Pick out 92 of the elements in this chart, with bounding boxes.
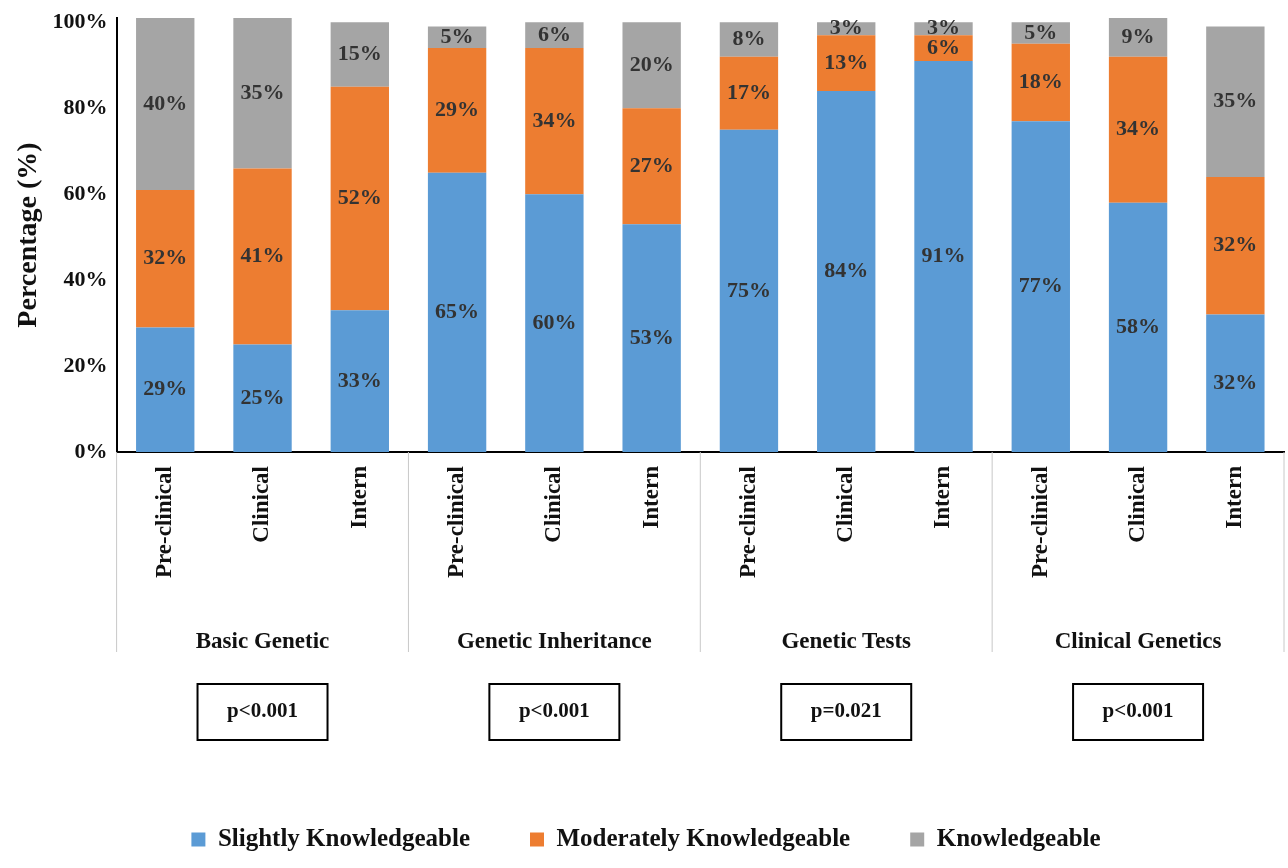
bar — [1206, 314, 1265, 453]
data-label: 29% — [143, 375, 188, 401]
x-tick-label: Clinical — [1124, 466, 1150, 543]
data-label: 53% — [629, 323, 674, 349]
x-tick-label: Pre-clinical — [443, 466, 469, 579]
x-tick-label: Pre-clinical — [734, 466, 760, 579]
bar — [719, 56, 779, 130]
bar — [233, 168, 292, 345]
x-tick-label: Intern — [345, 465, 371, 529]
bar — [136, 189, 195, 328]
bar — [1108, 202, 1168, 453]
legend-label: Moderately Knowledgeable — [556, 823, 851, 851]
text: Basic Genetic — [195, 627, 330, 653]
data-label: 3% — [829, 14, 863, 40]
data-label: 8% — [732, 25, 766, 51]
data-label: 18% — [1018, 68, 1063, 94]
text: p<0.001 — [1102, 698, 1174, 723]
bar — [622, 22, 681, 109]
bar — [1011, 43, 1070, 122]
data-label: 29% — [435, 96, 480, 122]
bar — [719, 129, 779, 453]
data-label: 91% — [921, 242, 966, 268]
y-tick-label: 100% — [52, 7, 108, 33]
data-label: 40% — [143, 89, 188, 115]
text: Genetic Inheritance — [456, 627, 652, 653]
data-label: 60% — [532, 308, 577, 334]
bar — [1206, 177, 1265, 315]
x-tick-label: Clinical — [248, 466, 274, 543]
bar — [1011, 121, 1070, 453]
data-label: 9% — [1121, 23, 1155, 49]
data-label: 5% — [1024, 18, 1058, 44]
data-label: 35% — [1213, 87, 1258, 113]
bar — [427, 48, 487, 173]
data-label: 6% — [537, 20, 571, 46]
data-label: 5% — [440, 23, 474, 49]
data-label: 13% — [824, 48, 869, 74]
data-label: 65% — [435, 298, 480, 324]
text: p=0.021 — [810, 698, 882, 723]
y-tick-label: 40% — [63, 265, 108, 291]
y-axis-title: Percentage (%) — [11, 142, 43, 328]
bar — [1206, 26, 1265, 177]
text: p<0.001 — [227, 698, 298, 723]
bar — [914, 60, 973, 453]
data-label: 75% — [726, 276, 771, 302]
data-label: 41% — [240, 242, 285, 268]
bar — [330, 310, 389, 453]
bar — [330, 22, 389, 87]
x-tick-label: Clinical — [540, 466, 566, 543]
x-tick-label: Pre-clinical — [1026, 466, 1052, 579]
data-label: 77% — [1018, 272, 1063, 298]
bar — [233, 18, 292, 169]
bar — [525, 194, 584, 453]
bar — [136, 327, 195, 453]
bar — [233, 344, 292, 453]
y-tick-label: 0% — [74, 437, 108, 463]
bar — [136, 18, 195, 190]
legend-label: Slightly Knowledgeable — [217, 823, 471, 851]
bar — [427, 172, 487, 453]
x-tick-label: Intern — [929, 465, 955, 529]
data-label: 84% — [824, 257, 869, 283]
text: p<0.001 — [518, 698, 590, 723]
bar — [1108, 56, 1168, 203]
legend-label: Knowledgeable — [936, 823, 1101, 851]
bar — [622, 108, 681, 225]
text: Clinical Genetics — [1054, 627, 1222, 653]
data-label: 25% — [240, 383, 285, 409]
bar — [622, 224, 681, 453]
data-label: 27% — [629, 151, 674, 177]
data-label: 34% — [532, 106, 577, 132]
data-label: 35% — [240, 78, 285, 104]
bar — [817, 35, 876, 92]
y-tick-label: 60% — [63, 179, 108, 205]
x-tick-label: Pre-clinical — [151, 466, 177, 579]
data-label: 58% — [1116, 313, 1161, 339]
text: Genetic Tests — [781, 627, 912, 653]
x-tick-label: Intern — [637, 465, 663, 529]
data-label: 17% — [726, 78, 771, 104]
data-label: 32% — [1213, 231, 1258, 257]
x-tick-label: Clinical — [832, 466, 858, 543]
y-tick-label: 80% — [63, 93, 108, 119]
data-label: 20% — [629, 50, 674, 76]
data-label: 33% — [337, 366, 382, 392]
bar — [330, 86, 389, 311]
data-label: 32% — [1213, 368, 1258, 394]
data-label: 52% — [337, 184, 382, 210]
data-label: 34% — [1116, 115, 1161, 141]
bar — [817, 91, 876, 453]
x-tick-label: Intern — [1221, 465, 1247, 529]
data-label: 15% — [337, 40, 382, 66]
y-tick-label: 20% — [63, 351, 108, 377]
data-label: 32% — [143, 244, 188, 270]
bar — [525, 48, 584, 195]
